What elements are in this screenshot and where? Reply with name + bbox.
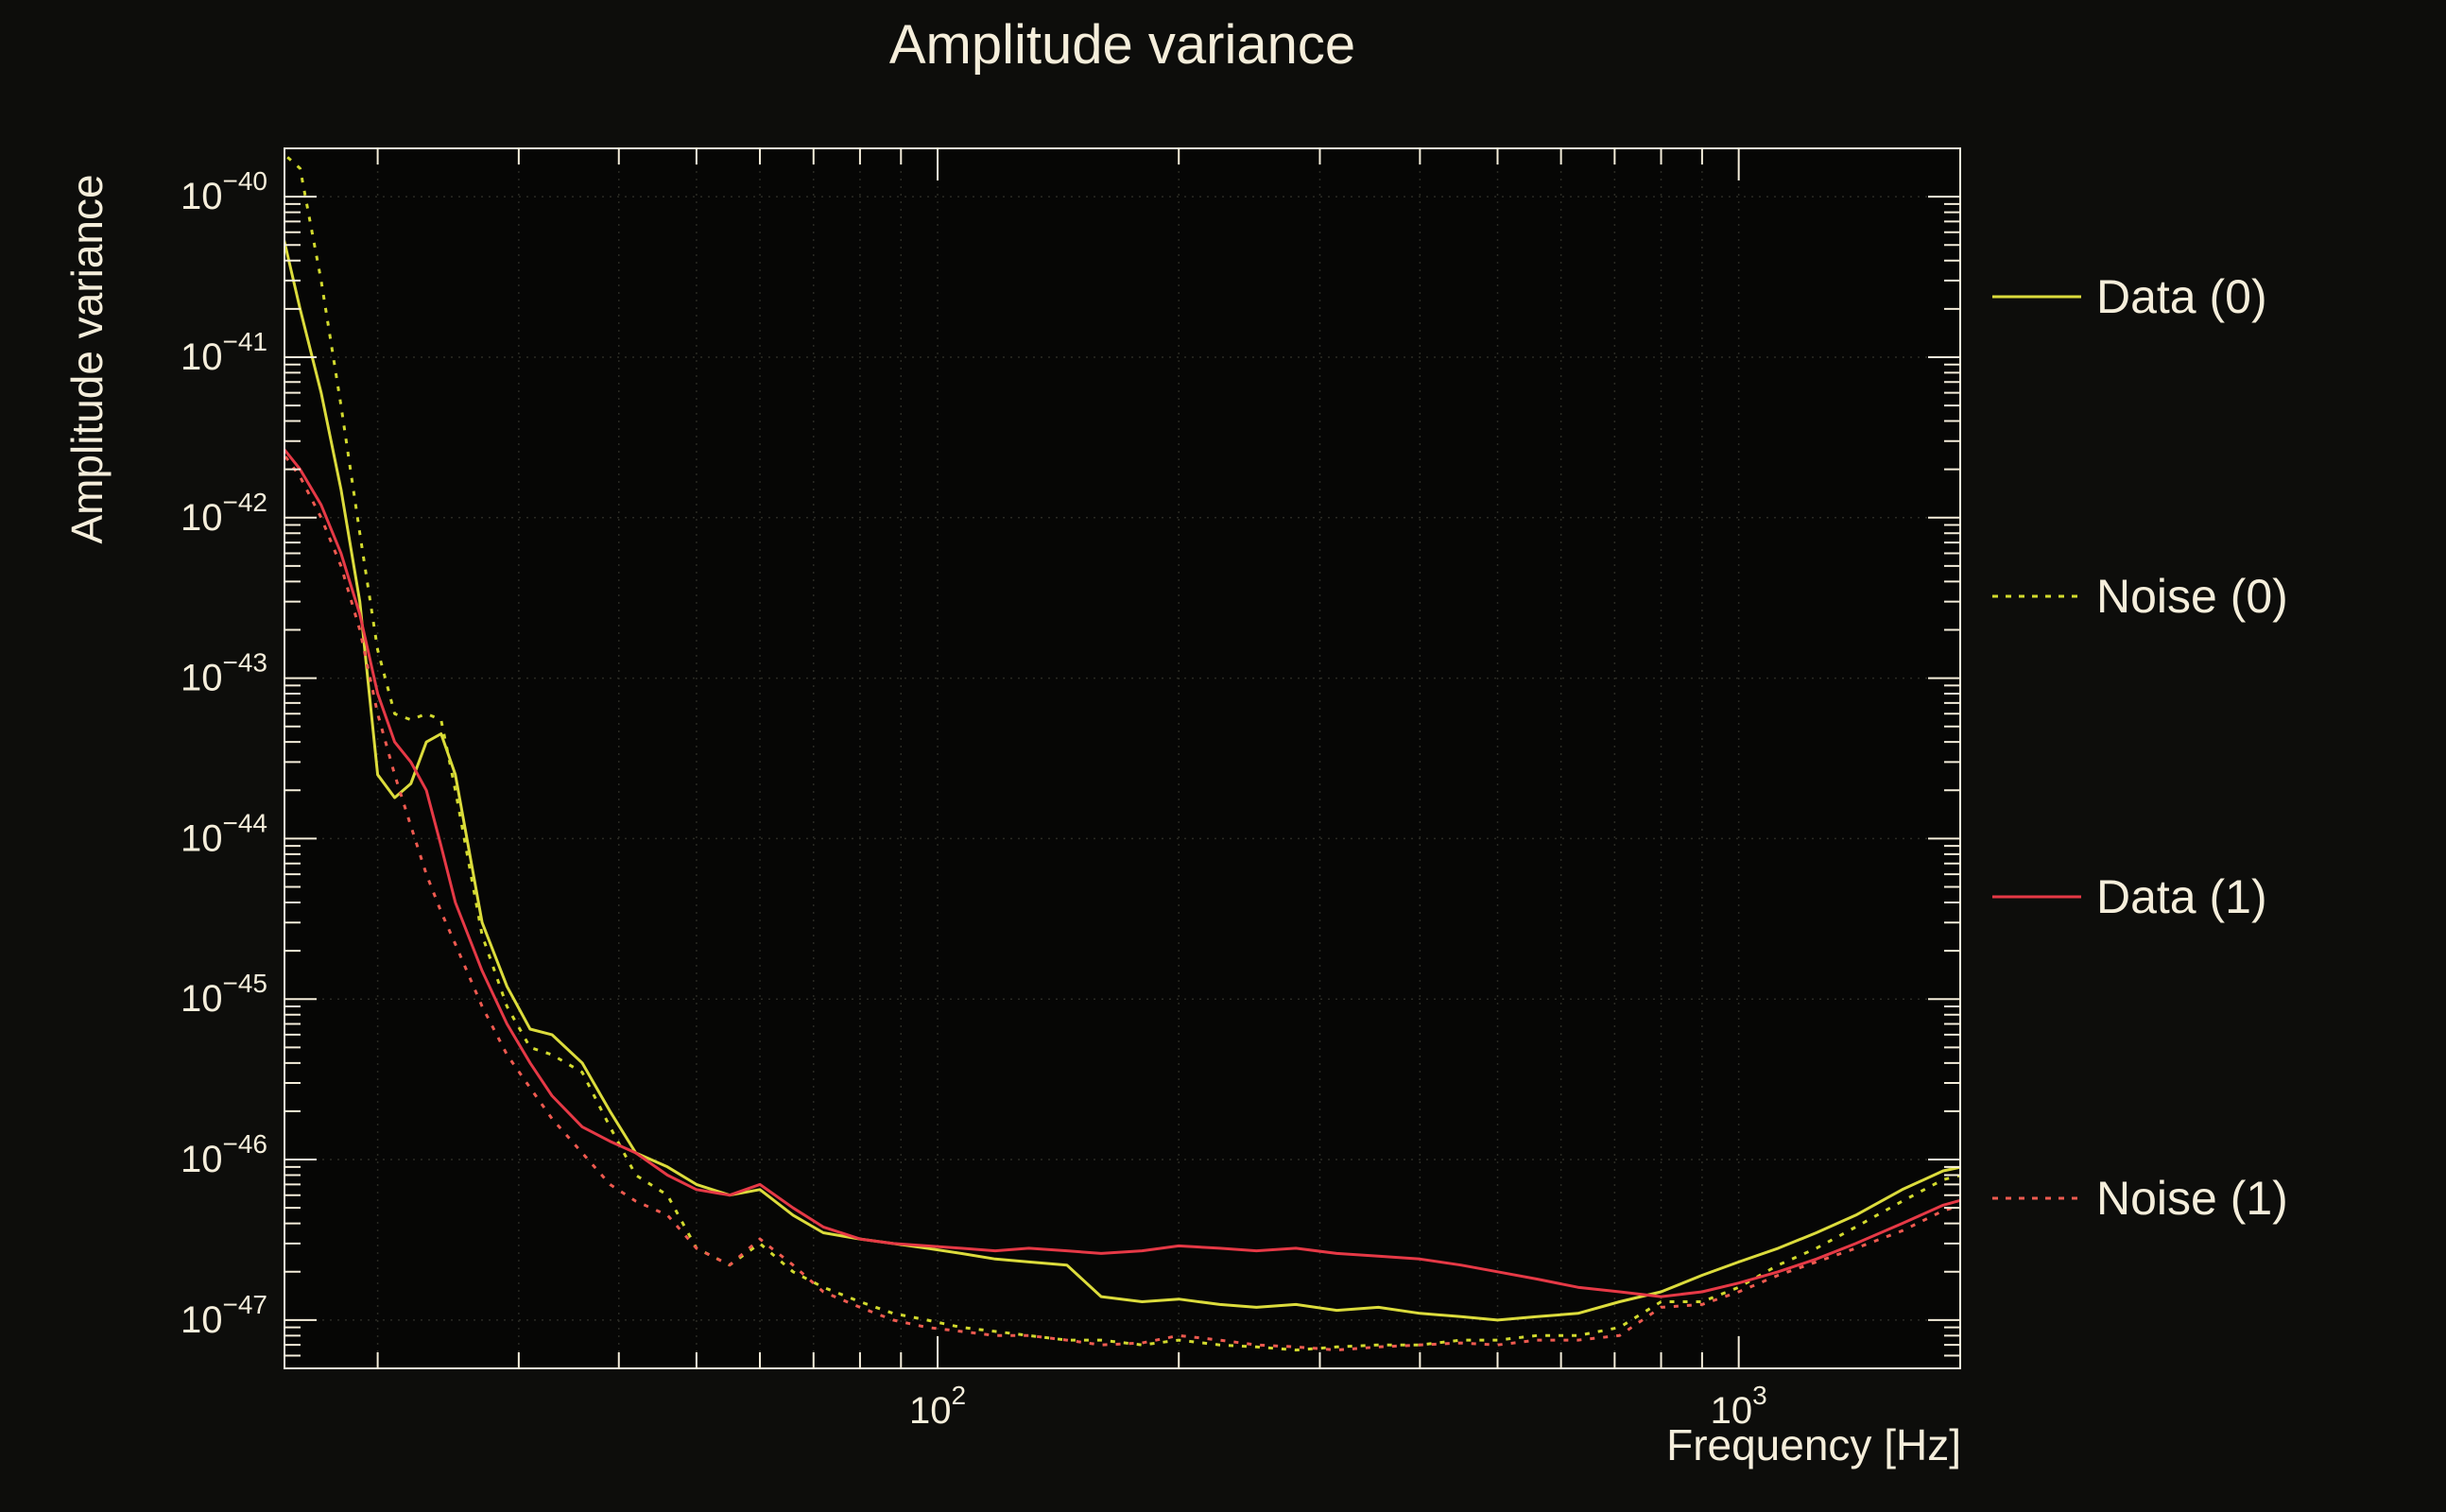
series-group: [284, 152, 1960, 1352]
y-tick-label: 10−47: [181, 1290, 267, 1341]
series-line-noise-1: [284, 453, 1960, 1352]
legend-item-label: Noise (0): [2096, 570, 2288, 623]
legend-item-noise-0: Noise (0): [1992, 568, 2288, 625]
legend: Data (0) Noise (0) Data (1) Noise (1): [1985, 0, 2446, 1512]
legend-line-sample-noise-1: [1992, 1196, 2081, 1200]
series-line-data-1: [284, 447, 1960, 1298]
legend-item-label: Noise (1): [2096, 1172, 2288, 1225]
plot-frame: [284, 147, 1961, 1369]
x-tick-label: 102: [909, 1381, 966, 1432]
legend-item-label: Data (1): [2096, 870, 2267, 923]
y-tick-label: 10−43: [181, 648, 267, 699]
series-line-noise-0: [284, 152, 1960, 1352]
chart-title: Amplitude variance: [888, 14, 1356, 76]
axis-ticks: [284, 148, 1960, 1368]
y-tick-label: 10−46: [181, 1129, 267, 1180]
legend-item-data-0: Data (0): [1992, 268, 2267, 325]
y-tick-label: 10−42: [181, 488, 267, 539]
y-tick-label: 10−45: [181, 969, 267, 1020]
legend-line-sample-data-1: [1992, 895, 2081, 899]
legend-item-noise-1: Noise (1): [1992, 1170, 2288, 1227]
series-line-data-0: [284, 235, 1960, 1322]
legend-item-data-1: Data (1): [1992, 868, 2267, 925]
legend-line-sample-data-0: [1992, 295, 2081, 299]
plot-background: [284, 148, 1960, 1368]
legend-item-label: Data (0): [2096, 270, 2267, 323]
y-tick-label: 10−40: [181, 166, 267, 217]
x-axis-label: Frequency [Hz]: [1666, 1420, 1961, 1469]
y-tick-label: 10−41: [181, 327, 267, 378]
y-tick-label: 10−44: [181, 808, 267, 859]
legend-line-sample-noise-0: [1992, 594, 2081, 598]
